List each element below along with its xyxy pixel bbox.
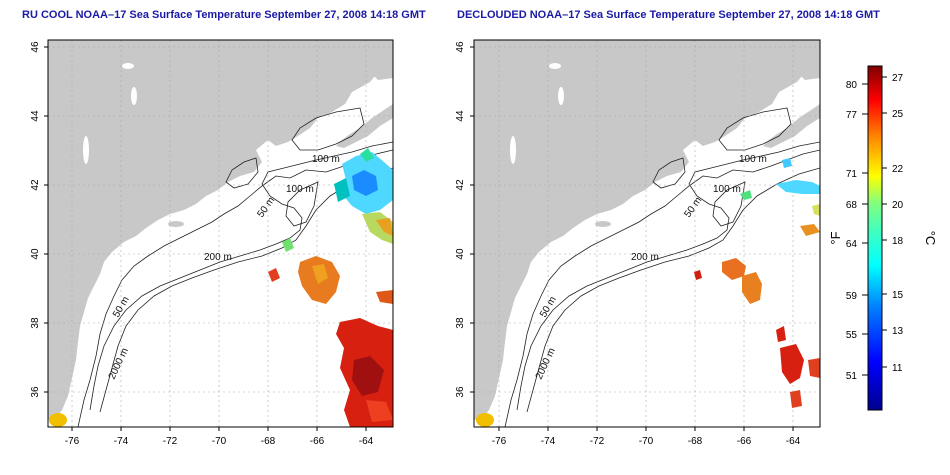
y-tick-label: 46 (455, 41, 466, 53)
y-tick-label: 40 (30, 248, 41, 260)
y-tick-label: 42 (30, 179, 41, 191)
c-tick-label: 22 (892, 164, 904, 175)
f-tick-label: 64 (846, 239, 858, 250)
left-map-frame (47, 39, 394, 428)
c-tick-label: 15 (892, 290, 904, 301)
right-land (474, 40, 820, 420)
x-tick-label: -74 (541, 436, 556, 447)
y-tick-label: 40 (455, 248, 466, 260)
temperature-colorbar: 80 77 71 68 64 59 55 51 27 25 22 20 18 1… (828, 65, 938, 411)
celsius-ticks: 27 25 22 20 18 15 13 11 (892, 73, 904, 374)
c-tick-label: 20 (892, 200, 904, 211)
left-map: 100 m 100 m 50 m 200 m 50 m 2000 m -76 -… (30, 39, 394, 447)
right-newfoundland (799, 60, 820, 80)
x-tick-label: -68 (261, 436, 276, 447)
fahrenheit-unit-label: °F (828, 231, 843, 244)
y-tick-label: 36 (30, 386, 41, 398)
f-tick-label: 59 (846, 291, 858, 302)
left-bathymetry (77, 107, 393, 427)
fahrenheit-ticks: 80 77 71 68 64 59 55 51 (846, 80, 858, 382)
f-tick-label: 77 (846, 110, 858, 121)
y-tick-label: 42 (455, 179, 466, 191)
right-map: 100 m 100 m 50 m 200 m 50 m 2000 m -76 -… (455, 39, 821, 447)
x-tick-label: -72 (590, 436, 605, 447)
contour-label: 200 m (631, 252, 659, 263)
x-tick-label: -68 (688, 436, 703, 447)
f-tick-label: 71 (846, 169, 858, 180)
colorbar-ticks (862, 76, 887, 376)
left-y-axis: 46 44 42 40 38 36 (30, 41, 48, 398)
f-tick-label: 80 (846, 80, 858, 91)
colorbar-gradient (867, 65, 883, 411)
contour-label: 200 m (204, 252, 232, 263)
left-island (168, 221, 184, 227)
f-tick-label: 51 (846, 371, 858, 382)
x-tick-label: -66 (737, 436, 752, 447)
c-tick-label: 25 (892, 109, 904, 120)
y-tick-label: 36 (455, 386, 466, 398)
c-tick-label: 18 (892, 236, 904, 247)
x-tick-label: -64 (359, 436, 374, 447)
left-sst-overlay (268, 148, 393, 427)
left-newfoundland (372, 60, 393, 80)
y-tick-label: 44 (455, 110, 466, 122)
x-tick-label: -76 (492, 436, 507, 447)
f-tick-label: 68 (846, 200, 858, 211)
y-tick-label: 38 (30, 317, 41, 329)
x-tick-label: -66 (310, 436, 325, 447)
f-tick-label: 55 (846, 330, 858, 341)
contour-label: 100 m (286, 184, 314, 195)
left-map-content: 100 m 100 m 50 m 200 m 50 m 2000 m (48, 40, 393, 427)
x-tick-label: -76 (65, 436, 80, 447)
x-tick-label: -74 (114, 436, 129, 447)
left-land (48, 40, 393, 420)
y-tick-label: 38 (455, 317, 466, 329)
x-tick-label: -72 (163, 436, 178, 447)
c-tick-label: 27 (892, 73, 904, 84)
right-map-frame (473, 39, 821, 428)
right-panel-title: DECLOUDED NOAA–17 Sea Surface Temperatur… (457, 9, 880, 21)
left-panel-title: RU COOL NOAA–17 Sea Surface Temperature … (22, 9, 426, 21)
c-tick-label: 13 (892, 326, 904, 337)
celsius-unit-label: °C (923, 231, 938, 246)
x-tick-label: -70 (212, 436, 227, 447)
right-x-axis: -76 -74 -72 -70 -68 -66 -64 (492, 427, 801, 447)
x-tick-label: -70 (639, 436, 654, 447)
right-island (595, 221, 611, 227)
left-x-axis: -76 -74 -72 -70 -68 -66 -64 (65, 427, 374, 447)
c-tick-label: 11 (892, 363, 903, 374)
right-sst-overlay (694, 158, 820, 408)
x-tick-label: -64 (786, 436, 801, 447)
right-map-content: 100 m 100 m 50 m 200 m 50 m 2000 m (474, 40, 820, 427)
y-tick-label: 44 (30, 110, 41, 122)
right-bathymetry (504, 107, 820, 427)
contour-label: 100 m (739, 154, 767, 165)
y-tick-label: 46 (30, 41, 41, 53)
contour-label: 100 m (312, 154, 340, 165)
contour-label: 100 m (713, 184, 741, 195)
right-y-axis: 46 44 42 40 38 36 (455, 41, 474, 398)
